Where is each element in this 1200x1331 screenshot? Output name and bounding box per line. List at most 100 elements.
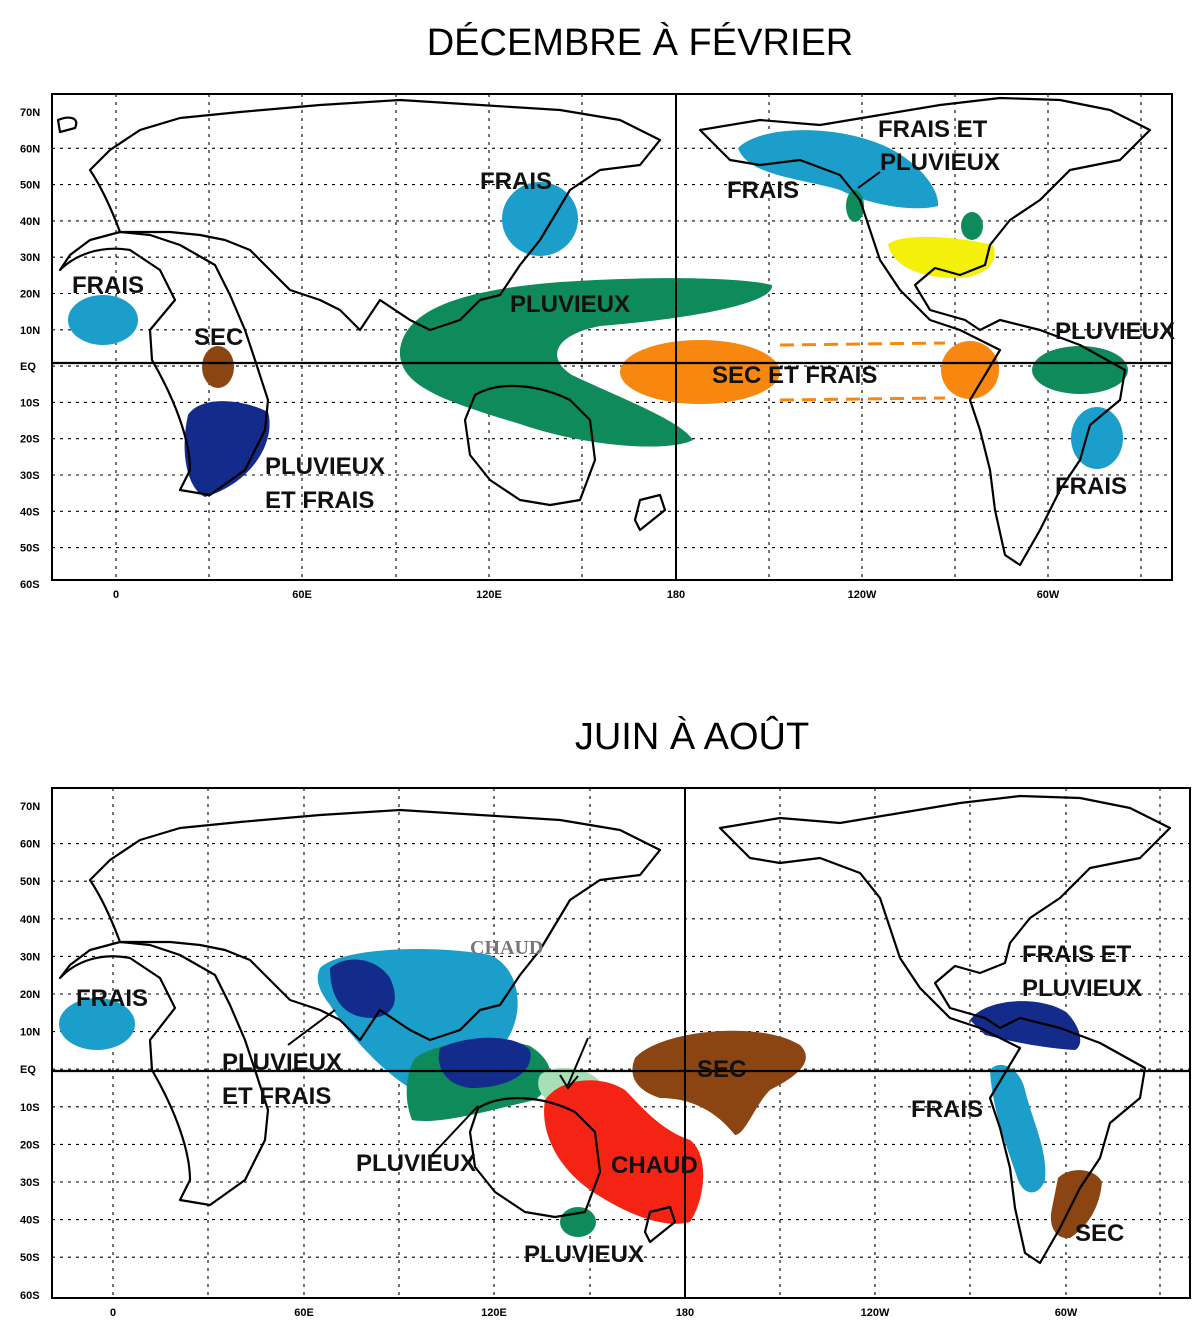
cool-region-japan: [502, 182, 578, 256]
anomaly-regions: [68, 130, 1128, 497]
dry-region-east-pacific: [941, 341, 999, 399]
dry-region-africa: [202, 346, 234, 388]
label-frais-japan: FRAIS: [480, 168, 552, 195]
lon-tick-label: 120E: [481, 1307, 507, 1319]
coast-americas: [718, 794, 1172, 1265]
lat-tick-label: 10S: [20, 1102, 40, 1114]
lon-tick-label: 180: [667, 589, 685, 601]
label-frais-pluvieux-2: PLUVIEUX: [1022, 975, 1142, 1002]
coastlines: [56, 96, 1152, 567]
lat-tick-label: 50S: [20, 1252, 40, 1264]
arrow-india: [287, 1009, 336, 1046]
lon-tick-label: 60W: [1037, 589, 1060, 601]
dry-region-central-pacific: [632, 1030, 806, 1135]
lat-tick-label: 50S: [20, 543, 40, 555]
lat-tick-label: 70N: [20, 107, 40, 119]
lat-tick-label: EQ: [20, 1064, 36, 1076]
lat-tick-label: 30N: [20, 951, 40, 963]
label-frais-andes: FRAIS: [911, 1096, 983, 1123]
dry-region-central-pacific: [620, 340, 780, 404]
lat-tick-label: 20S: [20, 434, 40, 446]
label-pluvieux-indonesia: PLUVIEUX: [356, 1150, 476, 1177]
lon-tick-label: 120E: [476, 589, 502, 601]
label-pluvieux-sa: PLUVIEUX: [1055, 318, 1175, 345]
coast-greenland-fragment: [56, 116, 78, 134]
coast-africa: [58, 230, 270, 497]
label-pluvieux-frais-1: PLUVIEUX: [265, 453, 385, 480]
label-frais-alaska: FRAIS: [727, 177, 799, 204]
warm-region-australia: [544, 1080, 704, 1224]
lat-tick-label: EQ: [20, 361, 36, 373]
tick-labels: 70N 60N 50N 40N 30N 20N 10N EQ 10S 20S 30S 40S 50S 60…: [20, 107, 1060, 601]
label-pluvieux-frais-2: ET FRAIS: [265, 487, 374, 514]
lat-tick-label: 10S: [20, 397, 40, 409]
lat-tick-label: 30S: [20, 1177, 40, 1189]
label-chaud-australia: CHAUD: [611, 1152, 698, 1179]
label-sec-frais-pacific: SEC ET FRAIS: [712, 362, 877, 389]
lat-tick-label: 20N: [20, 289, 40, 301]
cool-region-africa: [68, 295, 138, 345]
lon-tick-label: 120W: [848, 589, 877, 601]
map-title-djf: DÉCEMBRE À FÉVRIER: [426, 22, 854, 64]
lat-tick-label: 30S: [20, 470, 40, 482]
label-pluvieux-pacific: PLUVIEUX: [510, 291, 630, 318]
lat-tick-label: 30N: [20, 252, 40, 264]
label-frais-brazil: FRAIS: [1055, 473, 1127, 500]
coastlines: [58, 794, 1172, 1265]
cool-wet-region-alaska: [738, 130, 939, 209]
label-sec-africa: SEC: [194, 324, 243, 351]
label-pluvieux-nz: PLUVIEUX: [524, 1241, 644, 1268]
lon-tick-label: 60E: [292, 589, 312, 601]
warm-region-us-south: [888, 236, 995, 278]
label-sec-pacific: SEC: [697, 1056, 746, 1083]
map-djf: 70N 60N 50N 40N 30N 20N 10N EQ 10S 20S 30S 40S 50S 60…: [20, 93, 1175, 601]
lon-tick-label: 60W: [1055, 1307, 1078, 1319]
label-frais-canada-2: PLUVIEUX: [880, 149, 1000, 176]
map-frame: [51, 93, 1173, 581]
wet-cool-region-southern-africa: [184, 401, 270, 497]
coast-africa: [58, 940, 270, 1207]
arrow-new-guinea: [559, 1037, 589, 1090]
lat-tick-label: 60S: [20, 1290, 40, 1302]
lon-tick-label: 180: [676, 1307, 694, 1319]
cool-region-andes: [990, 1064, 1046, 1193]
wet-region-us-east: [961, 212, 983, 240]
map-title-jja: JUIN À AOÛT: [574, 716, 810, 758]
wet-cool-region-india: [330, 959, 395, 1018]
lat-tick-label: 10N: [20, 1027, 40, 1039]
wet-region-maritime-continent: [399, 278, 773, 447]
lat-tick-label: 60N: [20, 143, 40, 155]
coast-americas: [698, 96, 1152, 567]
lat-tick-label: 10N: [20, 325, 40, 337]
label-frais-africa: FRAIS: [72, 272, 144, 299]
lon-tick-label: 0: [113, 589, 119, 601]
label-frais-canada-1: FRAIS ET: [878, 116, 988, 143]
label-frais-africa: FRAIS: [76, 985, 148, 1012]
label-frais-pluvieux-1: FRAIS ET: [1022, 941, 1132, 968]
map-frame: [51, 787, 1191, 1299]
label-sec-argentina: SEC: [1075, 1220, 1124, 1247]
lon-tick-label: 120W: [861, 1307, 890, 1319]
lat-tick-label: 40S: [20, 1215, 40, 1227]
arrow-indonesia: [431, 1105, 479, 1156]
dry-region-dashed-link: [779, 341, 946, 402]
tick-labels: 70N 60N 50N 40N 30N 20N 10N EQ 10S 20S 30S 40S 50S 60…: [20, 801, 1078, 1319]
coast-new-zealand: [643, 1205, 677, 1244]
lat-tick-label: 40N: [20, 914, 40, 926]
wet-region-southeast-australia: [560, 1207, 596, 1237]
coast-eurasia: [88, 98, 662, 332]
coast-eurasia: [88, 808, 662, 1042]
lat-tick-label: 20N: [20, 989, 40, 1001]
arrow-canada: [857, 171, 881, 189]
label-chaud-china: CHAUD: [470, 937, 543, 959]
lon-tick-label: 60E: [294, 1307, 314, 1319]
lat-tick-label: 50N: [20, 180, 40, 192]
lat-tick-label: 60S: [20, 579, 40, 591]
cool-region-brazil: [1071, 407, 1123, 469]
lat-tick-label: 60N: [20, 839, 40, 851]
coast-new-zealand: [633, 493, 667, 532]
lat-tick-label: 20S: [20, 1139, 40, 1151]
lat-tick-label: 70N: [20, 801, 40, 813]
label-pluvieux-frais-1: PLUVIEUX: [222, 1049, 342, 1076]
